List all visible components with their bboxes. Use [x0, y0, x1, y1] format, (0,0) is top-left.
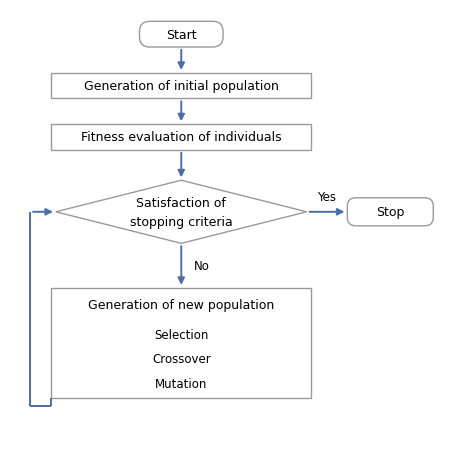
Text: Start: Start — [166, 29, 197, 41]
FancyBboxPatch shape — [139, 22, 223, 48]
Text: Crossover: Crossover — [152, 353, 210, 366]
FancyBboxPatch shape — [347, 198, 433, 226]
Polygon shape — [56, 181, 307, 244]
FancyBboxPatch shape — [51, 74, 311, 99]
FancyBboxPatch shape — [51, 125, 311, 150]
Text: Yes: Yes — [318, 191, 337, 204]
Text: Generation of initial population: Generation of initial population — [84, 80, 279, 93]
Text: Stop: Stop — [376, 206, 404, 219]
Text: Generation of new population: Generation of new population — [88, 298, 274, 311]
Text: Fitness evaluation of individuals: Fitness evaluation of individuals — [81, 131, 282, 144]
Text: Mutation: Mutation — [155, 377, 208, 390]
Text: Selection: Selection — [154, 328, 209, 341]
Text: Satisfaction of
stopping criteria: Satisfaction of stopping criteria — [130, 197, 233, 228]
FancyBboxPatch shape — [51, 288, 311, 398]
Text: No: No — [194, 259, 210, 272]
